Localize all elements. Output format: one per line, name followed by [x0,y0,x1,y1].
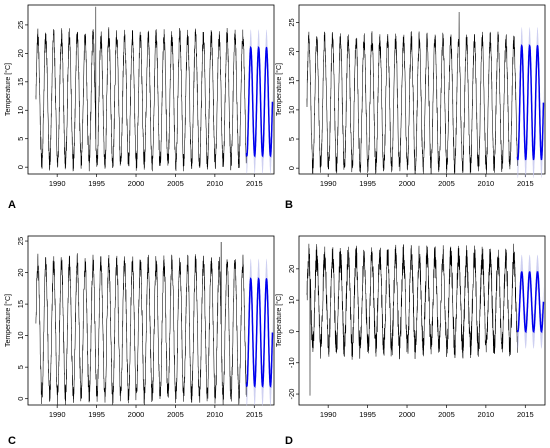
panel-d-ytick-label: 10 [287,296,296,304]
panel-b-xtick-label: 1990 [320,179,337,188]
panel-c-forecast-series [245,277,274,388]
panel-b-ylabel: Temperature [°C] [275,63,283,116]
panel-b-ytick-label: 15 [287,77,296,85]
panel-b-ytick-label: 10 [287,106,296,114]
panel-a-ylabel: Temperature [°C] [4,63,12,116]
panel-c: 0 5 10 15 20 25 1990 1995 2000 2005 2010 2015 Temper… [4,235,275,447]
panel-c-ytick-label: 25 [16,237,25,245]
panel-a-ytick-label: 25 [16,21,25,29]
panel-c-ytick-label: 5 [16,365,25,369]
panel-a-letter: A [8,199,16,211]
panel-a-plot-frame [27,4,275,175]
panel-d-forecast-series [516,271,545,334]
panel-c-xtick-label: 2015 [246,410,263,419]
panel-a: 0 5 10 15 20 25 1990 1995 2000 2005 2010 2015 Temper… [4,4,275,211]
panel-d-xtick-label: 2000 [399,410,416,419]
panel-b-xtick-label: 1995 [359,179,376,188]
panel-b-ytick-label: 5 [287,137,296,141]
panel-d-xtick-label: 1995 [359,410,376,419]
panel-d-xtick-label: 2015 [517,410,534,419]
panel-d-ytick-label: -10 [287,357,296,368]
panel-b-ytick-label: 25 [287,18,296,26]
panel-b-ytick-label: 0 [287,166,296,170]
panel-b-ytick-label: 20 [287,47,296,55]
panel-b-letter: B [285,199,293,211]
panel-c-xtick-label: 1995 [88,410,105,419]
panel-b-xtick-label: 2015 [517,179,534,188]
panel-a-observed-series [35,6,247,172]
panel-d-xtick-label: 2005 [438,410,455,419]
panel-a-xtick-label: 2000 [128,179,145,188]
panel-d-xtick-label: 1990 [320,410,337,419]
panel-c-xtick-label: 2010 [207,410,224,419]
panel-d-letter: D [285,435,293,447]
panel-c-ytick-label: 20 [16,268,25,276]
panel-a-xtick-label: 2010 [207,179,224,188]
panel-b-observed-series [306,11,518,175]
panel-b-xtick-label: 2000 [399,179,416,188]
panel-c-ytick-label: 10 [16,331,25,339]
panel-a-ytick-label: 5 [16,137,25,141]
panel-c-xtick-label: 2000 [128,410,145,419]
panel-d-ytick-label: -20 [287,389,296,400]
panel-d-ytick-label: 0 [287,329,296,333]
panel-c-ytick-label: 0 [16,397,25,401]
panel-c-xtick-label: 1990 [49,410,66,419]
panel-a-xtick-label: 1990 [49,179,66,188]
panel-c-xtick-label: 2005 [167,410,184,419]
panel-d: -20 -10 0 10 20 1990 1995 2000 2005 2010 2015 Tempe… [275,235,546,447]
panel-c-ytick-label: 15 [16,300,25,308]
panel-c-plot-frame [27,235,275,406]
panel-a-forecast-series [245,45,274,158]
panel-a-xtick-label: 2005 [167,179,184,188]
panel-b-xtick-label: 2010 [478,179,495,188]
panel-d-ytick-label: 20 [287,265,296,273]
panel-a-xtick-label: 2015 [246,179,263,188]
panel-a-ytick-label: 15 [16,78,25,86]
panel-a-ytick-label: 10 [16,106,25,114]
panel-a-ytick-label: 20 [16,49,25,57]
panel-b-xtick-label: 2005 [438,179,455,188]
panel-d-observed-series [306,243,518,396]
panel-b-forecast-series [516,43,545,161]
panel-c-ylabel: Temperature [°C] [4,294,12,347]
panel-d-ylabel: Temperature [°C] [275,294,283,347]
panel-d-plot-frame [298,235,546,406]
panel-c-observed-series [35,242,247,406]
panel-d-xtick-label: 2010 [478,410,495,419]
panel-c-letter: C [8,435,16,447]
panel-a-xtick-label: 1995 [88,179,105,188]
panel-b: 0 5 10 15 20 25 1990 1995 2000 2005 2010 2015 Temper… [275,4,546,211]
panel-b-plot-frame [298,4,546,175]
panel-a-ytick-label: 0 [16,165,25,169]
